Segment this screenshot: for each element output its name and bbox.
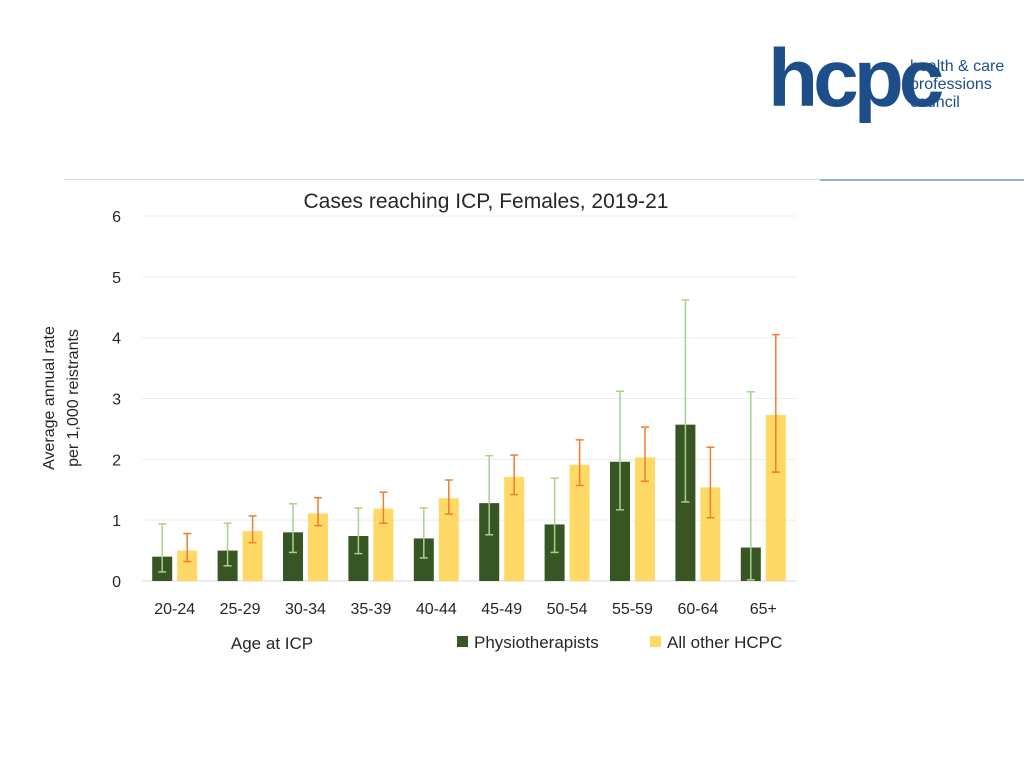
legend-label: Physiotherapists xyxy=(474,633,599,652)
y-tick-label: 6 xyxy=(112,209,121,226)
bar xyxy=(569,464,590,581)
bar xyxy=(479,503,500,581)
header-divider-right xyxy=(820,179,1024,181)
header-divider-left xyxy=(64,179,824,180)
bar xyxy=(438,498,459,581)
y-axis-label-line-2: per 1,000 reistrants xyxy=(65,329,82,467)
bar xyxy=(765,414,786,581)
x-tick-label: 60-64 xyxy=(677,601,718,618)
x-tick-label: 40-44 xyxy=(416,601,457,618)
logo-text-line-3: council xyxy=(910,94,960,111)
legend-swatch xyxy=(457,636,468,647)
bar xyxy=(177,550,198,581)
logo-text-line-1: health & care xyxy=(910,58,1005,75)
x-tick-label: 65+ xyxy=(750,601,777,618)
legend: Physiotherapists All other HCPC xyxy=(457,633,782,652)
bar xyxy=(348,535,369,581)
logo-mark: hcpc xyxy=(768,33,944,124)
x-tick-label: 25-29 xyxy=(220,601,261,618)
bar xyxy=(242,531,263,581)
legend-label: All other HCPC xyxy=(667,633,782,652)
x-tick-label: 20-24 xyxy=(154,601,195,618)
bar xyxy=(373,508,394,581)
y-tick-label: 0 xyxy=(112,574,121,591)
x-tick-label: 35-39 xyxy=(350,601,391,618)
y-tick-label: 2 xyxy=(112,452,121,469)
y-tick-label: 1 xyxy=(112,513,121,530)
y-tick-label: 3 xyxy=(112,392,121,409)
x-tick-label: 55-59 xyxy=(612,601,653,618)
y-tick-label: 5 xyxy=(112,270,121,287)
bar xyxy=(700,487,721,581)
legend-swatch xyxy=(650,636,661,647)
bar xyxy=(675,424,696,581)
x-tick-label: 45-49 xyxy=(481,601,522,618)
x-tick-label: 50-54 xyxy=(547,601,588,618)
bar xyxy=(413,538,434,581)
bar xyxy=(610,461,630,581)
y-tick-label: 4 xyxy=(112,331,121,348)
bar xyxy=(635,457,655,581)
hcpc-logo: hcpc health & care professions council xyxy=(768,34,1008,134)
y-axis-ticks: 0 1 2 3 4 5 6 xyxy=(112,209,121,591)
chart-title: Cases reaching ICP, Females, 2019-21 xyxy=(304,190,669,213)
bar xyxy=(504,476,525,581)
logo-text: health & care professions council xyxy=(910,58,1004,112)
x-axis-ticks: 20-24 25-29 30-34 35-39 40-44 45-49 50-54 55-59… xyxy=(154,601,777,618)
bar xyxy=(283,532,303,581)
x-tick-label: 30-34 xyxy=(285,601,326,618)
bars xyxy=(152,414,786,581)
gridlines xyxy=(142,215,796,582)
logo-text-line-2: professions xyxy=(910,76,992,93)
bar xyxy=(308,513,328,581)
error-bars xyxy=(158,299,780,581)
y-axis-label-line-1: Average annual rate xyxy=(41,326,58,470)
x-axis-label: Age at ICP xyxy=(231,634,313,653)
